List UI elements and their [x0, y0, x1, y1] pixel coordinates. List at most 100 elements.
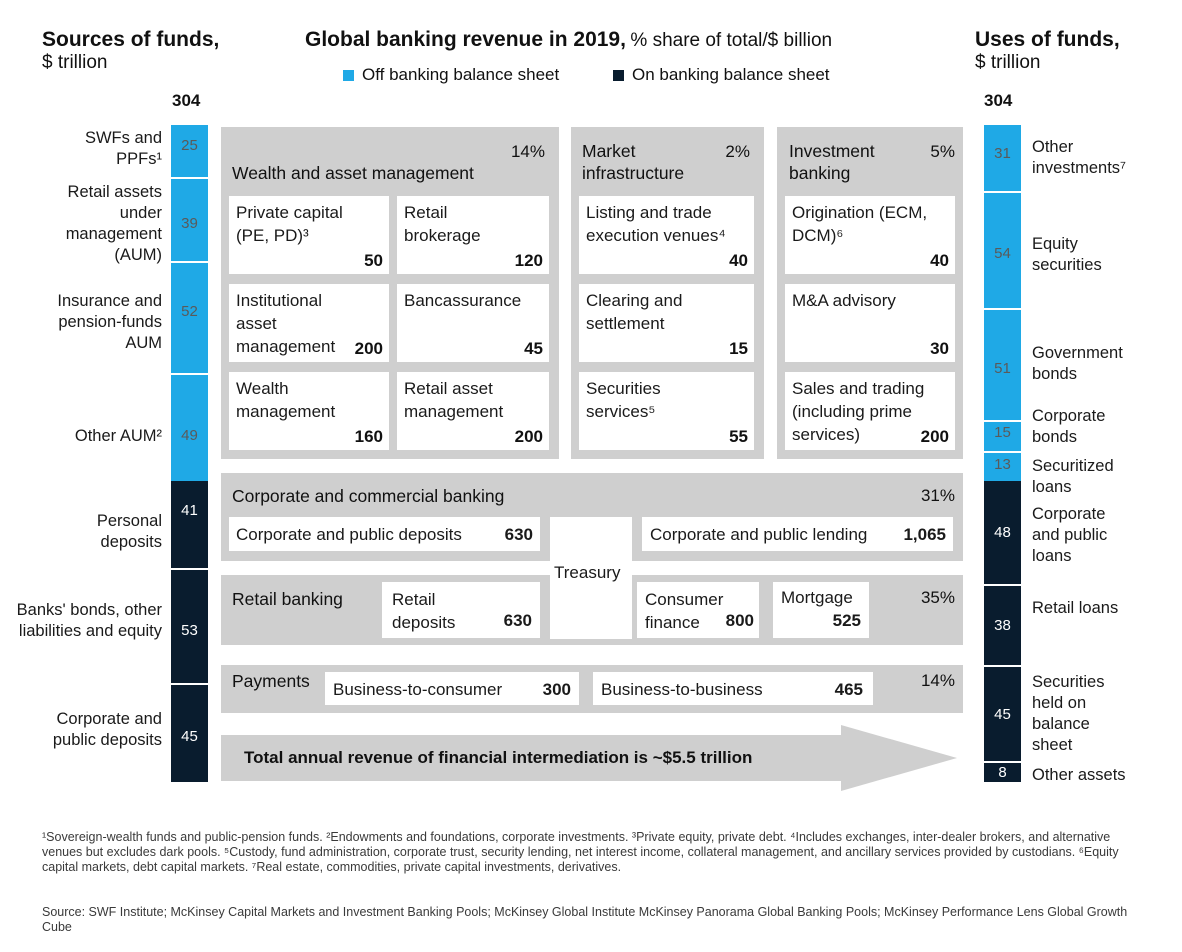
card-value: 55 — [729, 427, 748, 446]
ib-pct: 5% — [930, 142, 955, 161]
revenue-arrow-shape — [221, 725, 957, 791]
sources-title: Sources of funds, — [42, 28, 220, 51]
retail-title: Retail banking — [232, 589, 343, 609]
wealth-panel: Wealth and asset management 14% Private … — [221, 127, 559, 459]
consumer-finance-label: Consumer finance — [645, 590, 724, 632]
use-segment: 38 — [984, 586, 1021, 667]
ib-card: Sales and trading (including prime servi… — [785, 372, 955, 450]
source-value: 39 — [181, 215, 198, 232]
card-value: 15 — [729, 339, 748, 358]
legend-off-label: Off banking balance sheet — [362, 65, 560, 84]
card-label: Institutional asset management — [236, 291, 336, 356]
retail-deposits-card: Retail deposits 630 — [382, 582, 540, 638]
mortgage-value: 525 — [832, 611, 861, 630]
sources-header: Sources of funds, $ trillion — [42, 28, 219, 74]
source-value: 52 — [181, 303, 198, 320]
source-value: 25 — [181, 137, 198, 154]
b2c-label: Business-to-consumer — [333, 680, 503, 699]
corporate-deposits-card: Corporate and public deposits 630 — [229, 517, 540, 551]
card-label: Securities services⁵ — [586, 379, 661, 421]
ib-panel: Investment banking 5% Origination (ECM, … — [777, 127, 963, 459]
market-card: Listing and trade execution venues⁴ 40 — [579, 196, 754, 274]
card-label: Retail asset management — [404, 379, 504, 421]
source-segment: 41 — [171, 481, 208, 570]
retail-pct: 35% — [920, 588, 955, 607]
wealth-title: Wealth and asset management — [232, 163, 474, 183]
mortgage-label: Mortgage — [781, 588, 853, 607]
use-segment: 8 — [984, 763, 1021, 782]
corporate-pct: 31% — [920, 486, 955, 505]
use-label: Corporate bonds — [1032, 407, 1106, 446]
revenue-arrow-text: Total annual revenue of financial interm… — [244, 748, 753, 767]
use-label: Government bonds — [1032, 344, 1123, 383]
use-segment: 31 — [984, 125, 1021, 193]
revenue-arrow — [221, 725, 957, 791]
uses-unit: $ trillion — [975, 52, 1041, 73]
payments-title: Payments — [232, 671, 310, 691]
corporate-lending-card: Corporate and public lending 1,065 — [642, 517, 953, 551]
b2b-label: Business-to-business — [601, 680, 763, 699]
retail-deposits-value: 630 — [503, 611, 532, 630]
use-label: Other assets — [1032, 766, 1126, 784]
treasury-label: Treasury — [554, 563, 621, 582]
source-segment: 39 — [171, 179, 208, 263]
corporate-panel: Corporate and commercial banking 31% Cor… — [221, 473, 963, 561]
b2c-card: Business-to-consumer 300 — [325, 672, 579, 705]
use-value: 51 — [994, 360, 1011, 377]
legend-on-label: On banking balance sheet — [632, 65, 830, 84]
legend-off-swatch — [343, 69, 354, 81]
uses-title: Uses of funds, — [975, 28, 1120, 51]
uses-total: 304 — [984, 91, 1013, 110]
use-value: 54 — [994, 245, 1011, 262]
ib-card: M&A advisory 30 — [785, 284, 955, 362]
source-value: 49 — [181, 427, 198, 444]
legend-on-swatch — [613, 69, 624, 81]
wealth-card: Institutional asset management 200 — [229, 284, 389, 362]
card-value: 40 — [930, 251, 949, 270]
corporate-deposits-label: Corporate and public deposits — [236, 525, 462, 544]
source-segment: 53 — [171, 570, 208, 685]
main-header: Global banking revenue in 2019, % share … — [305, 28, 832, 52]
wealth-pct: 14% — [510, 142, 545, 161]
market-card: Securities services⁵ 55 — [579, 372, 754, 450]
b2b-value: 465 — [834, 680, 863, 699]
treasury-box: Treasury — [550, 517, 632, 639]
card-value: 50 — [364, 251, 383, 270]
b2c-value: 300 — [542, 680, 571, 699]
card-label: Bancassurance — [404, 291, 522, 310]
card-label: Private capital (PE, PD)³ — [236, 203, 343, 245]
source-value: 45 — [181, 728, 198, 745]
source-segment: 25 — [171, 125, 208, 179]
footnotes: ¹Sovereign-wealth funds and public-pensi… — [42, 830, 1119, 874]
use-value: 13 — [994, 456, 1011, 473]
corporate-lending-value: 1,065 — [903, 525, 946, 544]
use-segment: 45 — [984, 667, 1021, 763]
legend-off: Off banking balance sheet — [343, 65, 559, 85]
source-segment: 45 — [171, 685, 208, 782]
source-value: 53 — [181, 622, 198, 639]
use-label: Securitized loans — [1032, 457, 1114, 496]
corporate-lending-label: Corporate and public lending — [650, 525, 868, 544]
payments-panel: Payments 14% Business-to-consumer 300 Bu… — [221, 665, 963, 713]
wealth-card: Wealth management 160 — [229, 372, 389, 450]
use-value: 15 — [994, 424, 1011, 441]
card-label: Wealth management — [236, 379, 336, 421]
market-panel: Market infrastructure 2% Listing and tra… — [571, 127, 764, 459]
card-label: Origination (ECM, DCM)⁶ — [792, 203, 928, 245]
source-label: Personal deposits — [96, 512, 162, 551]
use-segment: 51 — [984, 310, 1021, 422]
card-value: 40 — [729, 251, 748, 270]
card-value: 30 — [930, 339, 949, 358]
card-value: 160 — [354, 427, 383, 446]
use-label: Other investments⁷ — [1032, 138, 1127, 177]
retail-deposits-label: Retail deposits — [392, 590, 456, 632]
use-value: 48 — [994, 524, 1011, 541]
sources-unit: $ trillion — [42, 52, 108, 73]
card-value: 200 — [514, 427, 543, 446]
use-label: Corporate and public loans — [1032, 505, 1108, 565]
card-value: 200 — [920, 427, 949, 446]
mortgage-card: Mortgage 525 — [773, 582, 869, 638]
source-note: Source: SWF Institute; McKinsey Capital … — [42, 905, 1128, 934]
source-value: 41 — [181, 502, 198, 519]
card-value: 45 — [524, 339, 543, 358]
